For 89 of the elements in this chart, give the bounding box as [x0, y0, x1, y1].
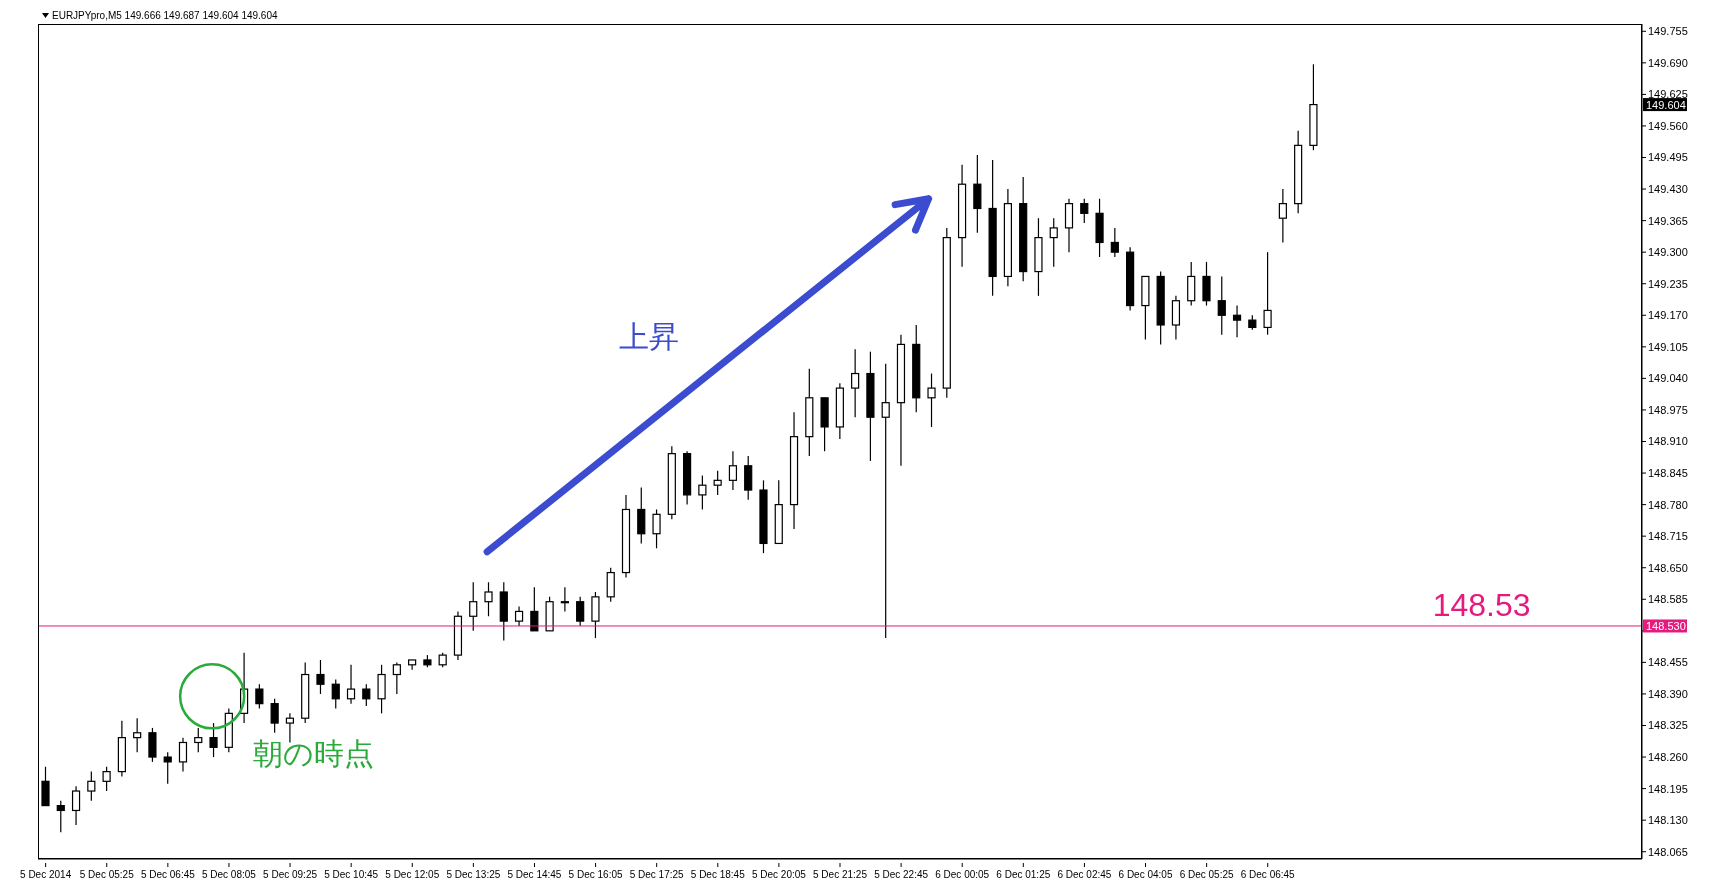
y-tick-label: 148.325 [1648, 719, 1688, 732]
candlestick [1110, 227, 1119, 258]
candlestick [851, 348, 860, 418]
candlestick [514, 605, 524, 627]
x-tick-label: 5 Dec 05:25 [79, 869, 135, 880]
y-tick-label: 149.430 [1648, 182, 1688, 195]
candlestick [1049, 217, 1058, 268]
y-tick-label: 148.650 [1648, 561, 1688, 574]
candlestick [698, 474, 707, 511]
y-tick-label: 149.560 [1648, 119, 1688, 132]
y-tick-label: 148.585 [1648, 593, 1688, 606]
candlestick [362, 683, 371, 707]
candlestick [102, 766, 111, 792]
x-tick-label: 5 Dec 10:45 [324, 869, 379, 880]
y-tick-label: 149.625 [1648, 88, 1688, 101]
x-tick-label: 6 Dec 01:25 [996, 869, 1051, 880]
candlestick [560, 586, 569, 613]
candlestick [346, 664, 356, 705]
ref-line-label: 148.53 [1432, 586, 1531, 623]
text: 149.604 [1646, 98, 1686, 111]
y-tick-label: 149.365 [1648, 214, 1688, 227]
candlestick [71, 785, 81, 826]
y-tick-label: 148.260 [1648, 750, 1688, 763]
x-tick-label: 5 Dec 20:05 [751, 869, 807, 880]
y-tick-label: 149.105 [1648, 340, 1688, 353]
y-tick-label: 148.910 [1648, 435, 1688, 448]
candlestick [1080, 198, 1089, 224]
candlestick [1217, 275, 1226, 336]
y-tick-label: 149.235 [1648, 277, 1688, 290]
y-tick-label: 148.975 [1648, 403, 1688, 416]
candlestick [163, 751, 172, 785]
x-tick-label: 5 Dec 08:05 [201, 869, 257, 880]
y-tick-label: 148.390 [1648, 687, 1688, 700]
candlestick [1263, 251, 1272, 336]
candlestick [881, 363, 890, 639]
candlestick [652, 508, 661, 549]
x-tick-label: 5 Dec 21:25 [813, 869, 868, 880]
x-tick-label: 5 Dec 18:45 [690, 869, 746, 880]
candlestick [194, 727, 203, 753]
candlestick [255, 683, 264, 710]
y-tick-label: 149.040 [1648, 372, 1688, 385]
candlestick [56, 800, 65, 833]
y-tick-label: 148.195 [1648, 782, 1688, 795]
y-tick-label: 149.755 [1648, 25, 1688, 38]
x-tick-label: 5 Dec 06:45 [140, 869, 196, 880]
y-tick-label: 148.065 [1648, 845, 1688, 858]
candlestick [713, 470, 722, 496]
candlestick [484, 581, 493, 617]
candlestick [576, 596, 585, 627]
y-tick-label: 149.170 [1648, 309, 1688, 322]
x-tick-label: 6 Dec 06:45 [1240, 869, 1296, 880]
candlestick [1232, 304, 1242, 338]
x-tick-label: 6 Dec 05:25 [1179, 869, 1235, 880]
annotation: 朝の時点 [253, 737, 375, 770]
y-tick-label: 149.690 [1648, 56, 1688, 69]
annotation: 上昇 [619, 320, 680, 354]
x-tick-label: 5 Dec 2014 [20, 869, 72, 880]
x-tick-label: 5 Dec 22:45 [874, 869, 929, 880]
x-tick-label: 6 Dec 04:05 [1118, 869, 1173, 880]
y-tick-label: 148.715 [1648, 530, 1688, 543]
x-tick-label: 5 Dec 16:05 [568, 869, 623, 880]
candlestick [285, 712, 295, 744]
chart-title: EURJPYpro,M5 149.666 149.687 149.604 149.604 [52, 10, 278, 21]
candlestick [927, 372, 936, 428]
candlestick [728, 450, 738, 491]
candlestick [392, 661, 401, 695]
candlestick [1278, 188, 1287, 244]
text: 148.530 [1646, 619, 1686, 632]
candlestick [178, 737, 188, 773]
x-tick-label: 5 Dec 12:05 [385, 869, 440, 880]
y-tick-label: 148.130 [1648, 814, 1688, 827]
candlestick [209, 722, 218, 758]
y-tick-label: 148.780 [1648, 498, 1688, 511]
y-tick-label: 148.845 [1648, 466, 1688, 479]
candlestick [133, 717, 142, 753]
x-tick-label: 5 Dec 13:25 [446, 869, 501, 880]
x-tick-label: 5 Dec 17:25 [629, 869, 685, 880]
candlestick [331, 678, 340, 710]
y-tick-label: 149.300 [1648, 246, 1688, 259]
candlestick [270, 698, 279, 734]
x-tick-label: 5 Dec 14:45 [507, 869, 562, 880]
x-tick-label: 6 Dec 02:45 [1057, 869, 1112, 880]
y-tick-label: 148.455 [1648, 656, 1688, 669]
x-tick-label: 5 Dec 09:25 [263, 869, 318, 880]
candlestick [316, 659, 325, 695]
candlestick [87, 771, 96, 802]
y-tick-label: 149.495 [1648, 151, 1688, 164]
x-tick-label: 6 Dec 00:05 [935, 869, 990, 880]
candlestick [469, 581, 478, 632]
